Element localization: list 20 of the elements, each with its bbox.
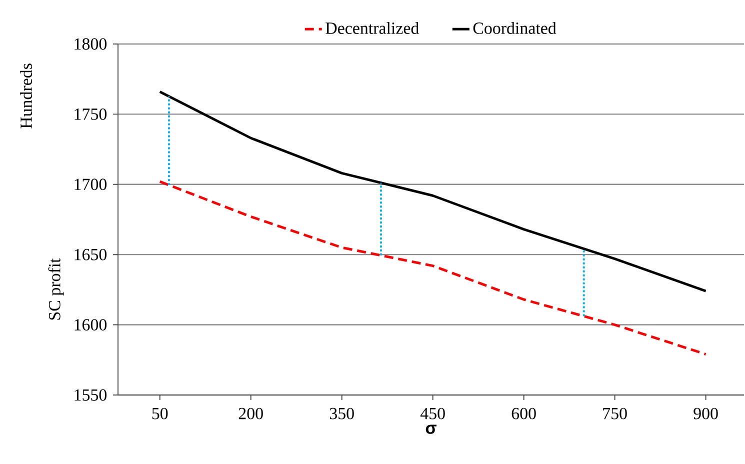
text: Hundreds (20, 64, 32, 128)
line-series (158, 180, 708, 356)
y-axis-title: SC profit (48, 258, 64, 320)
y-tick-label: 1650 (74, 248, 107, 260)
y-tick-label: 1800 (74, 38, 107, 50)
line-series (158, 90, 708, 292)
x-tick-label: 450 (420, 408, 445, 420)
x-axis-title: σ (426, 424, 436, 434)
x-tick-label: 200 (238, 408, 263, 420)
y-tick-label: 1550 (74, 389, 107, 401)
x-tick-label: 750 (603, 408, 627, 420)
y-tick-label: 1750 (74, 108, 107, 120)
legend-label: Decentralized (326, 22, 419, 34)
x-tick-label: 350 (330, 408, 354, 420)
x-tick-label: 600 (512, 408, 536, 420)
legend-label: Coordinated (473, 22, 556, 34)
y-tick-label: 1600 (74, 319, 107, 331)
y-tick-label: 1700 (74, 178, 107, 190)
x-tick-label: 900 (694, 408, 718, 420)
x-tick-label: 50 (152, 408, 168, 420)
